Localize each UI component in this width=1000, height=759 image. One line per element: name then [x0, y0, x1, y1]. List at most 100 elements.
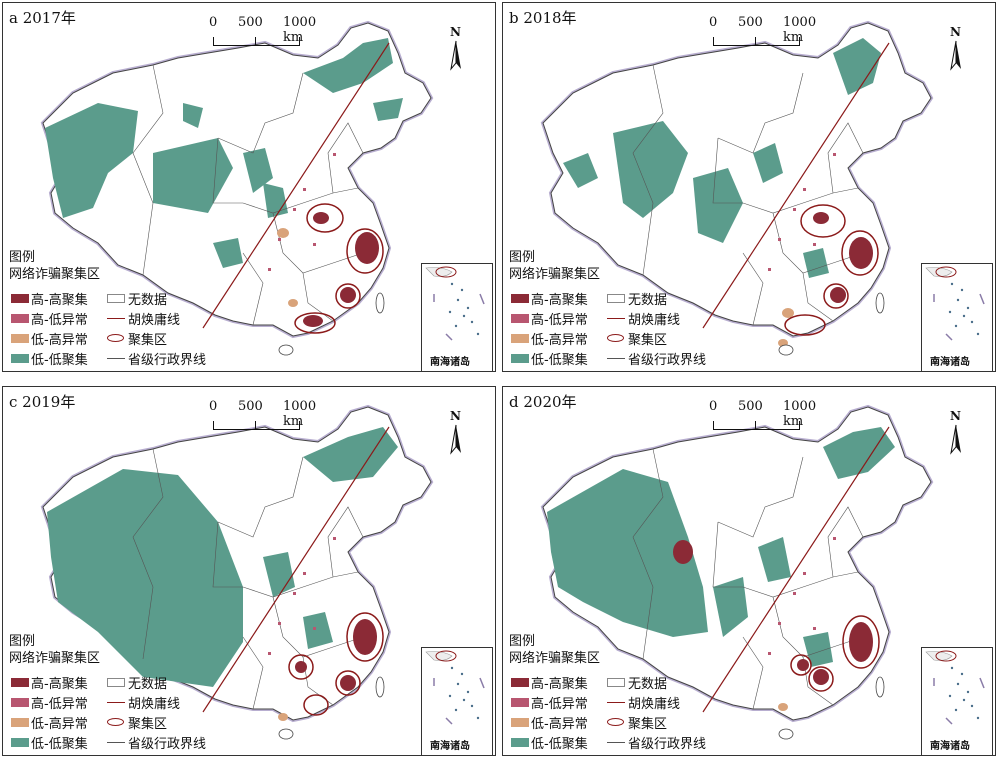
swatch-prov-boundary: [107, 358, 125, 359]
legend-row-3: 低-高异常 聚集区: [9, 713, 269, 732]
high-low-patch: [268, 268, 271, 271]
high-low-patch: [293, 208, 296, 211]
swatch-low-low: [11, 738, 29, 747]
scale-bar-tick: [755, 421, 756, 430]
legend-low-high: 低-高异常: [531, 717, 588, 732]
low-low-patch: [373, 98, 403, 121]
swatch-cluster-area: [607, 334, 624, 342]
north-arrow-icon: [950, 40, 961, 71]
cluster-area-ring: [841, 230, 879, 276]
low-low-patch: [243, 148, 273, 193]
scale-label-0: 0: [209, 399, 218, 414]
legend-hu-line: 胡焕庸线: [628, 697, 681, 712]
high-low-patch: [833, 153, 836, 156]
low-high-patch: [277, 228, 289, 238]
high-high-cluster: [830, 287, 846, 303]
province-boundary: [327, 122, 364, 194]
legend-row-4: 低-低聚集 省级行政界线: [509, 349, 769, 368]
inset-label: 南海诸岛: [430, 357, 470, 368]
taiwan-outline: [875, 676, 885, 698]
high-high-cluster: [295, 661, 307, 673]
high-high-cluster: [813, 212, 829, 224]
province-boundary: [632, 64, 664, 276]
scale-bar-line: [713, 421, 800, 430]
province-boundary: [302, 272, 334, 322]
legend-no-data: 无数据: [128, 677, 168, 692]
cluster-area-ring: [800, 204, 846, 238]
low-low-patch: [183, 103, 203, 128]
high-high-cluster: [797, 659, 809, 671]
high-high-cluster: [340, 287, 356, 303]
high-low-patch: [278, 622, 281, 625]
china-map: [40, 20, 434, 356]
legend-high-low: 高-低异常: [31, 313, 88, 328]
legend-title: 图例: [509, 634, 536, 649]
swatch-prov-boundary: [607, 358, 625, 359]
swatch-high-high: [511, 678, 529, 687]
legend-prov-boundary: 省级行政界线: [628, 737, 707, 752]
north-label: N: [950, 25, 961, 39]
cluster-area-ring: [335, 670, 361, 696]
legend-row-4: 低-低聚集 省级行政界线: [9, 733, 269, 752]
scale-bar: 0 500 1000 km: [203, 399, 317, 435]
cluster-area-ring: [842, 615, 880, 669]
inset-map: [925, 266, 985, 341]
high-high-cluster: [673, 540, 693, 564]
high-high-cluster: [340, 675, 356, 691]
scale-bar-line: [213, 37, 300, 46]
scale-bar-tick: [255, 37, 256, 46]
legend-subtitle: 网络诈骗聚集区: [9, 651, 101, 666]
low-low-patch: [263, 552, 295, 597]
legend-row-1: 高-高聚集 无数据: [509, 289, 769, 308]
scale-label-1000: 1000 km: [783, 15, 817, 45]
high-low-patch: [813, 627, 816, 630]
legend-prov-boundary: 省级行政界线: [128, 737, 207, 752]
inset-map: [425, 266, 485, 341]
north-arrow: N: [945, 409, 967, 457]
province-boundary: [242, 187, 359, 214]
scale-bar: 0 500 1000 km: [703, 399, 816, 435]
low-low-patch: [303, 427, 398, 482]
legend: 图例 网络诈骗聚集区 高-高聚集 无数据 高-低异常 胡焕庸线 低-高异常 聚集…: [9, 249, 269, 368]
legend-low-high: 低-高异常: [531, 333, 588, 348]
swatch-low-low: [511, 354, 529, 363]
scale-bar: 0 500 1000 km: [703, 15, 817, 51]
low-low-patch: [823, 427, 895, 479]
south-china-sea-inset: 南海诸岛: [421, 263, 493, 371]
low-low-patch: [803, 248, 829, 278]
low-low-patch: [303, 612, 333, 649]
high-low-patch: [768, 652, 771, 655]
scale-label-1000: 1000 km: [283, 15, 317, 45]
province-boundary: [212, 521, 243, 588]
legend-low-low: 低-低聚集: [31, 737, 88, 752]
cluster-area-ring: [784, 314, 826, 336]
swatch-high-high: [11, 294, 29, 303]
scale-bar-line: [213, 421, 300, 430]
province-boundary: [802, 272, 834, 322]
swatch-cluster-area: [107, 334, 124, 342]
swatch-low-high: [11, 718, 29, 727]
legend-cluster-area: 聚集区: [128, 333, 168, 348]
high-low-patch: [778, 622, 781, 625]
cluster-area-ring: [288, 654, 314, 680]
swatch-low-high: [511, 334, 529, 343]
legend-row-3: 低-高异常 聚集区: [509, 713, 769, 732]
high-low-patch: [793, 592, 796, 595]
swatch-low-low: [11, 354, 29, 363]
swatch-no-data: [107, 294, 125, 303]
scale-bar-tick: [755, 37, 756, 46]
panel-title: b 2018年: [509, 9, 577, 27]
legend-low-low: 低-低聚集: [31, 353, 88, 368]
map-panel-2017: a 2017年 0 500 1000 km N 图例 网络诈骗聚集区 高-高聚集…: [2, 2, 496, 372]
high-low-patch: [313, 627, 316, 630]
legend-row-2: 高-低异常 胡焕庸线: [9, 309, 269, 328]
map-panel-2019: c 2019年 0 500 1000 km N 图例 网络诈骗聚集区 高-高聚集…: [2, 386, 496, 756]
hu-huanyong-line: [702, 426, 890, 713]
legend-high-low: 高-低异常: [531, 313, 588, 328]
scale-label-1000: 1000 km: [283, 399, 317, 429]
legend: 图例 网络诈骗聚集区 高-高聚集 无数据 高-低异常 胡焕庸线 低-高异常 聚集…: [509, 633, 769, 752]
panel-title: d 2020年: [509, 393, 577, 411]
legend-prov-boundary: 省级行政界线: [128, 353, 207, 368]
low-low-patch: [753, 143, 783, 183]
swatch-high-high: [11, 678, 29, 687]
